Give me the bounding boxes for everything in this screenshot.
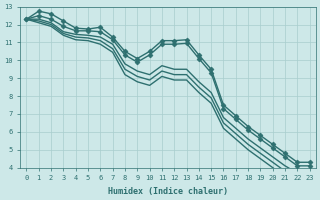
X-axis label: Humidex (Indice chaleur): Humidex (Indice chaleur) <box>108 187 228 196</box>
